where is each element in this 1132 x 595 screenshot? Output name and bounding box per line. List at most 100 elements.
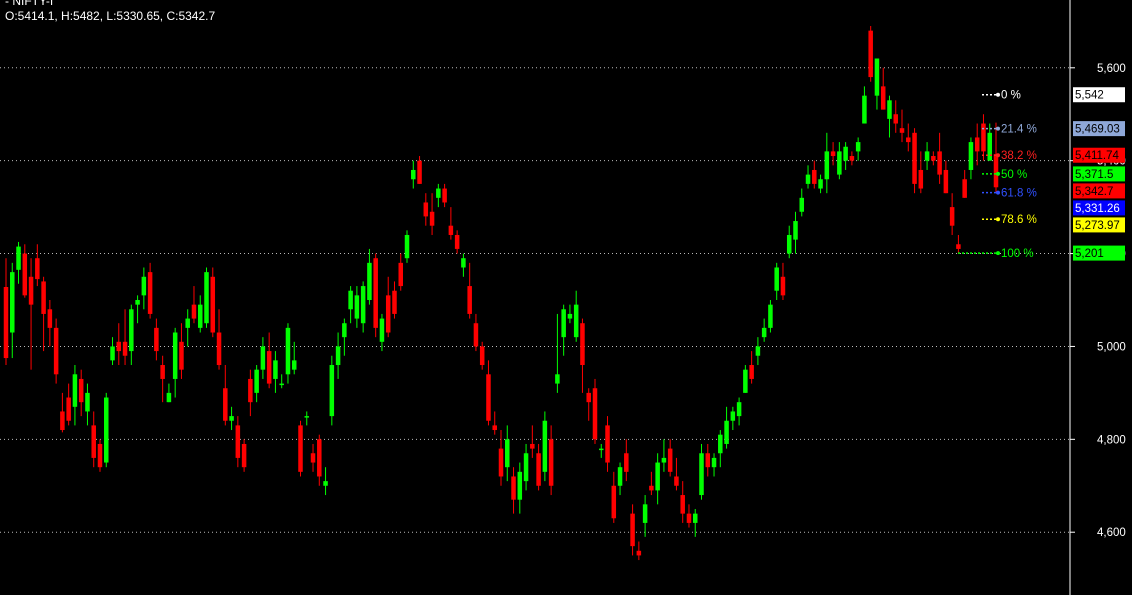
candle-body — [454, 234, 460, 249]
price-box — [1073, 147, 1125, 163]
candle-body — [649, 485, 654, 491]
candle-body — [323, 481, 328, 486]
candle-body — [360, 286, 366, 324]
candle-body — [110, 346, 115, 361]
candle-body — [542, 420, 548, 472]
candle-body — [962, 179, 967, 198]
candle-body — [492, 425, 497, 431]
candle-body — [730, 411, 736, 421]
price-box-label: 5,371.5 — [1075, 169, 1113, 181]
candle-body — [210, 276, 216, 333]
candle-body — [429, 211, 435, 226]
tick-label: 4,800 — [1097, 434, 1126, 446]
candle-body — [630, 513, 635, 547]
candle-body — [179, 341, 184, 370]
candle-body — [611, 485, 617, 519]
candle-body — [573, 304, 579, 338]
candle-body — [755, 346, 761, 356]
candle-body — [298, 425, 303, 472]
candle-body — [486, 374, 491, 421]
price-box-label: 5,411.74 — [1075, 150, 1120, 162]
candle-body — [774, 267, 779, 291]
candle-body — [78, 378, 84, 403]
candle-body — [617, 467, 623, 486]
candle-body — [724, 420, 729, 444]
candle-body — [555, 374, 560, 384]
candle-body — [598, 448, 604, 451]
candle-body — [28, 276, 34, 305]
candle-body — [385, 295, 391, 333]
candle-body — [667, 448, 673, 472]
candle-body — [949, 207, 955, 226]
candle-body — [10, 272, 15, 333]
candle-body — [160, 365, 165, 379]
candle-body — [505, 439, 510, 468]
candle-body — [398, 262, 404, 287]
candle-body — [41, 281, 46, 314]
price-box-label: 5,331.26 — [1075, 203, 1120, 215]
candle-body — [436, 188, 441, 198]
candle-body — [47, 309, 53, 328]
candle-body — [479, 346, 485, 366]
candle-body — [35, 258, 40, 280]
candle-body — [981, 123, 986, 152]
candle-body — [636, 550, 642, 556]
fib-level-dot — [996, 92, 1000, 97]
fib-level-label: 21.4 % — [1001, 124, 1037, 136]
candle-body — [561, 309, 566, 338]
price-box — [1073, 217, 1125, 233]
candles — [3, 26, 999, 561]
candle-body — [417, 160, 422, 184]
candle-body — [304, 416, 310, 418]
candle-body — [686, 513, 692, 523]
candle-body — [285, 327, 291, 375]
price-box — [1073, 87, 1125, 103]
candle-body — [411, 169, 416, 180]
candle-body — [567, 313, 573, 319]
candle-body — [906, 137, 911, 143]
candle-body — [855, 142, 861, 152]
candle-body — [956, 244, 961, 249]
fib-level-dot — [996, 126, 1000, 131]
price-box-label: 5,469.03 — [1075, 124, 1120, 136]
candle-body — [392, 290, 397, 314]
candle-body — [812, 169, 817, 184]
candle-body — [824, 151, 830, 180]
fib-level-dot — [996, 217, 1000, 222]
price-box — [1073, 166, 1125, 182]
candle-body — [761, 327, 767, 338]
candle-body — [793, 221, 798, 240]
price-box-label: 5,542 — [1075, 90, 1104, 102]
candle-body — [103, 397, 109, 463]
candle-body — [22, 253, 28, 296]
price-box — [1073, 121, 1125, 137]
candle-body — [467, 286, 472, 314]
candle-body — [805, 174, 811, 184]
candle-body — [197, 304, 203, 328]
fib-level-dot — [996, 171, 1000, 176]
fib-level-label: 50 % — [1001, 169, 1027, 181]
fibonacci-retracement[interactable]: 0 % 21.4 % 38.2 % 50 % 61.8 % 78.6 % 100 % — [958, 90, 1037, 260]
candle-body — [461, 258, 466, 268]
candle-body — [317, 439, 322, 477]
candle-body — [862, 95, 867, 124]
candle-body — [843, 146, 848, 161]
candle-body — [229, 416, 234, 421]
candle-body — [580, 323, 585, 366]
candle-body — [85, 392, 90, 412]
candle-body — [830, 151, 836, 157]
candle-body — [680, 495, 685, 514]
candle-body — [887, 100, 892, 119]
candle-body — [674, 476, 679, 486]
candle-body — [141, 276, 147, 296]
candle-body — [880, 86, 886, 110]
candle-body — [692, 513, 698, 523]
candle-body — [899, 128, 905, 133]
candle-body — [699, 453, 704, 496]
candle-body — [404, 234, 410, 259]
candle-body — [335, 346, 341, 366]
candle-body — [367, 262, 372, 300]
fib-level-label: 61.8 % — [1001, 188, 1037, 200]
candle-body — [849, 156, 855, 161]
